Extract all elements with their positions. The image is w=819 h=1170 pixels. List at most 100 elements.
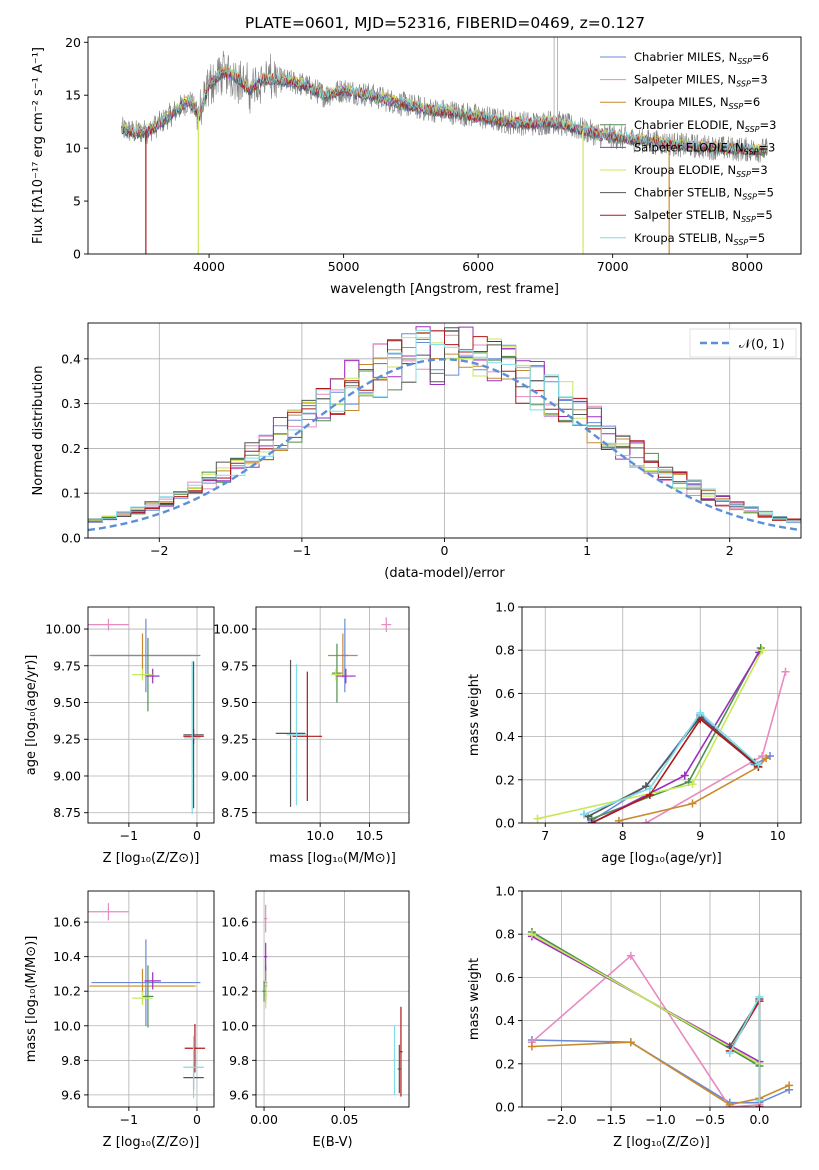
x-tick-label: 1 <box>583 543 591 558</box>
legend-tail: =3 <box>751 163 768 177</box>
mass-weight-line <box>618 757 767 822</box>
y-tick-label: 9.75 <box>53 658 81 673</box>
panel-age-vs-Z: −1 0 8.75 9.00 9.25 9.50 9.75 10.00 Z [log₁₀(Z/Z… <box>24 606 215 866</box>
mass-weight-marker <box>527 930 536 939</box>
x-tick-label: 8 <box>619 828 627 843</box>
x-axis-label: mass [log₁₀(M/M⊙)] <box>269 851 396 866</box>
y-axis-label: mass weight <box>467 674 482 756</box>
plot-area <box>88 326 801 532</box>
mass-weight-marker <box>527 1042 536 1051</box>
legend-tail: =5 <box>757 186 774 200</box>
legend-entry: Kroupa STELIB, NSSP=5 <box>634 231 765 247</box>
x-tick-label: 5000 <box>328 259 360 274</box>
mass-weight-marker <box>725 1049 734 1057</box>
y-tick-label: 10.6 <box>221 915 249 930</box>
legend-label: Kroupa MILES, N <box>634 95 729 109</box>
axes-frame <box>87 322 802 539</box>
x-tick-label: −0.5 <box>695 1112 725 1127</box>
x-tick-label: 7000 <box>597 259 629 274</box>
axes-frame <box>521 606 802 824</box>
panel-mass-vs-EBV: 0.00 0.05 9.6 9.8 10.0 10.2 10.4 10.6 E(B-V) <box>221 890 410 1150</box>
mass-weight-marker <box>533 814 542 823</box>
plot-area <box>88 618 204 815</box>
legend-entry: Chabrier MILES, NSSP=6 <box>634 50 769 66</box>
y-tick-label: 0.0 <box>495 816 515 831</box>
y-tick-label: 0.0 <box>61 531 81 546</box>
y-tick-label: 9.8 <box>61 1053 81 1068</box>
plot-area <box>533 644 790 823</box>
y-tick-label: 10.6 <box>53 915 81 930</box>
legend-entry: 𝒩(0, 1) <box>739 336 785 351</box>
mass-weight-marker <box>680 771 689 780</box>
x-tick-label: −1 <box>120 1112 138 1127</box>
x-tick-label: 0 <box>193 828 201 843</box>
y-tick-label: 0.8 <box>495 643 515 658</box>
y-tick-label: 0.1 <box>61 486 81 501</box>
x-tick-label: 0 <box>193 1112 201 1127</box>
plot-area <box>527 928 794 1107</box>
y-tick-label: 10.4 <box>221 949 249 964</box>
x-tick-label: 10.0 <box>306 828 334 843</box>
y-tick-label: 8.75 <box>221 805 249 820</box>
x-tick-label: 6000 <box>462 259 494 274</box>
mass-weight-line <box>531 954 760 1107</box>
y-tick-label: 10.00 <box>213 622 249 637</box>
mass-weight-marker <box>614 816 623 823</box>
legend-tail: =6 <box>743 95 760 109</box>
legend-entry: Kroupa ELODIE, NSSP=3 <box>634 163 768 179</box>
legend-label: Chabrier STELIB, N <box>634 186 742 200</box>
mass-weight-line <box>591 647 762 820</box>
y-tick-label: 0 <box>73 247 81 262</box>
y-tick-label: 5 <box>73 194 81 209</box>
x-axis-label: E(B-V) <box>312 1135 352 1150</box>
legend-tail: =3 <box>751 73 768 87</box>
y-tick-label: 1.0 <box>495 600 515 615</box>
y-tick-label: 10.00 <box>45 622 81 637</box>
legend-entry: Chabrier ELODIE, NSSP=3 <box>634 118 776 134</box>
legend-sub: SSP <box>737 57 752 66</box>
x-tick-label: 9 <box>696 828 704 843</box>
y-tick-label: 0.4 <box>61 351 81 366</box>
residual-histogram <box>88 329 801 524</box>
legend-entry: Kroupa MILES, NSSP=6 <box>634 95 760 111</box>
axes-frame <box>87 606 215 824</box>
mass-weight-marker <box>645 784 654 793</box>
x-tick-label: −1 <box>293 543 311 558</box>
y-tick-label: 0.2 <box>61 441 81 456</box>
y-axis-label: Normed distribution <box>31 366 46 496</box>
mass-weight-line <box>591 718 759 823</box>
legend: 𝒩(0, 1) <box>689 328 797 358</box>
mass-weight-marker <box>626 951 635 960</box>
panel-massweight-vs-age: 7 8 9 10 0.0 0.2 0.4 0.6 0.8 1.0 age [log₁₀(age/yr… <box>467 600 802 866</box>
legend-sub: SSP <box>744 147 759 156</box>
x-axis-label: Z [log₁₀(Z/Z⊙)] <box>103 851 200 866</box>
y-tick-label: 9.00 <box>53 768 81 783</box>
legend-label: Kroupa ELODIE, N <box>634 163 736 177</box>
x-tick-label: 8000 <box>731 259 763 274</box>
y-tick-label: 9.50 <box>53 695 81 710</box>
legend-entry: Salpeter MILES, NSSP=3 <box>634 73 768 89</box>
x-tick-label: −1.5 <box>596 1112 626 1127</box>
y-tick-label: 9.8 <box>229 1053 249 1068</box>
legend-label: Chabrier ELODIE, N <box>634 118 745 132</box>
x-axis-label: (data-model)/error <box>384 566 505 581</box>
mass-weight-marker <box>642 819 650 823</box>
y-tick-label: 9.25 <box>221 732 249 747</box>
legend-sub: SSP <box>736 170 751 179</box>
plot-area <box>262 904 403 1097</box>
legend-tail: =5 <box>756 208 773 222</box>
panel-mass-vs-Z: −1 0 9.6 9.8 10.0 10.2 10.4 10.6 Z [log₁₀(Z/Z⊙)]… <box>24 890 215 1150</box>
legend-entry: Salpeter ELODIE, NSSP=3 <box>634 140 775 156</box>
x-tick-label: 0.0 <box>750 1112 770 1127</box>
figure-title: PLATE=0601, MJD=52316, FIBERID=0469, z=0… <box>245 14 645 32</box>
y-tick-label: 10 <box>65 141 81 156</box>
legend-label: Salpeter STELIB, N <box>634 208 741 222</box>
x-tick-label: −2 <box>150 543 168 558</box>
y-tick-label: 8.75 <box>53 805 81 820</box>
y-tick-label: 9.75 <box>221 658 249 673</box>
plot-area <box>275 617 392 807</box>
y-tick-label: 10.4 <box>53 949 81 964</box>
legend: Chabrier MILES, NSSP=6 Salpeter MILES, NS… <box>600 50 776 247</box>
x-tick-label: 0.00 <box>250 1112 278 1127</box>
